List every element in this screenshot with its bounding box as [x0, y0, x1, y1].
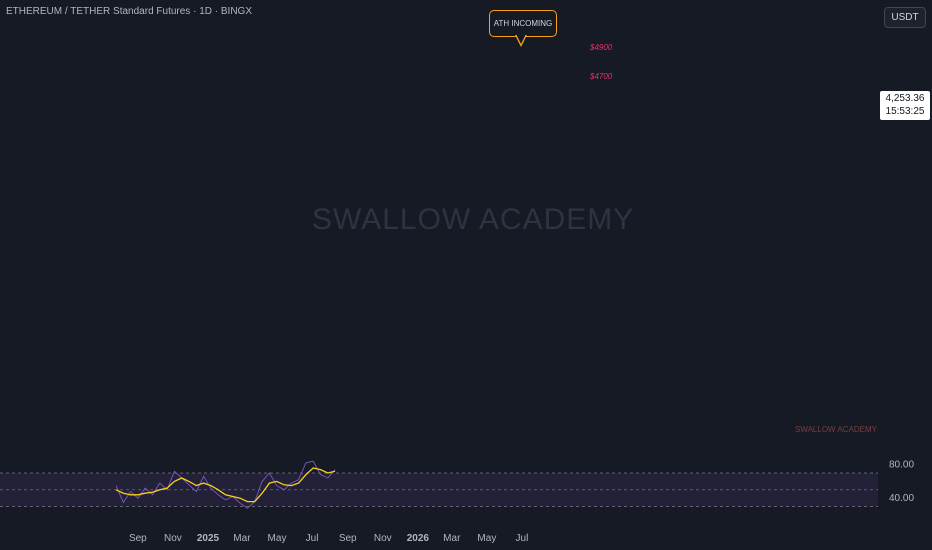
rsi-series-1: [115, 467, 336, 503]
rsi-tick-1: 40.00: [889, 493, 914, 504]
time-tick-0: Sep: [129, 533, 147, 544]
watermark: SWALLOW ACADEMY: [312, 203, 635, 236]
rsi-tick-0: 80.00: [889, 460, 914, 471]
callout-pointer: [515, 34, 527, 47]
time-tick-6: Sep: [339, 533, 357, 544]
current-price-countdown: 15:53:25: [885, 106, 925, 117]
time-tick-10: May: [477, 533, 496, 544]
current-price-value: 4,253.36: [885, 93, 925, 104]
symbol-title: ETHEREUM / TETHER Standard Futures · 1D …: [6, 6, 252, 17]
current-price-tag: 4,253.36 15:53:25: [880, 91, 930, 120]
rsi-series-0: [115, 460, 336, 509]
level-label-low: $4700: [590, 72, 613, 81]
time-tick-8: 2026: [407, 533, 430, 544]
time-tick-4: May: [268, 533, 287, 544]
ath-callout: ATH INCOMING: [489, 10, 557, 37]
time-tick-1: Nov: [164, 533, 182, 544]
watermark-small: SWALLOW ACADEMY: [795, 425, 877, 434]
currency-button[interactable]: USDT: [884, 7, 926, 28]
time-tick-7: Nov: [374, 533, 392, 544]
time-tick-11: Jul: [516, 533, 529, 544]
level-label-high: $4900: [590, 43, 613, 52]
time-tick-2: 2025: [197, 533, 220, 544]
time-tick-3: Mar: [233, 533, 251, 544]
time-tick-5: Jul: [306, 533, 319, 544]
time-tick-9: Mar: [443, 533, 461, 544]
